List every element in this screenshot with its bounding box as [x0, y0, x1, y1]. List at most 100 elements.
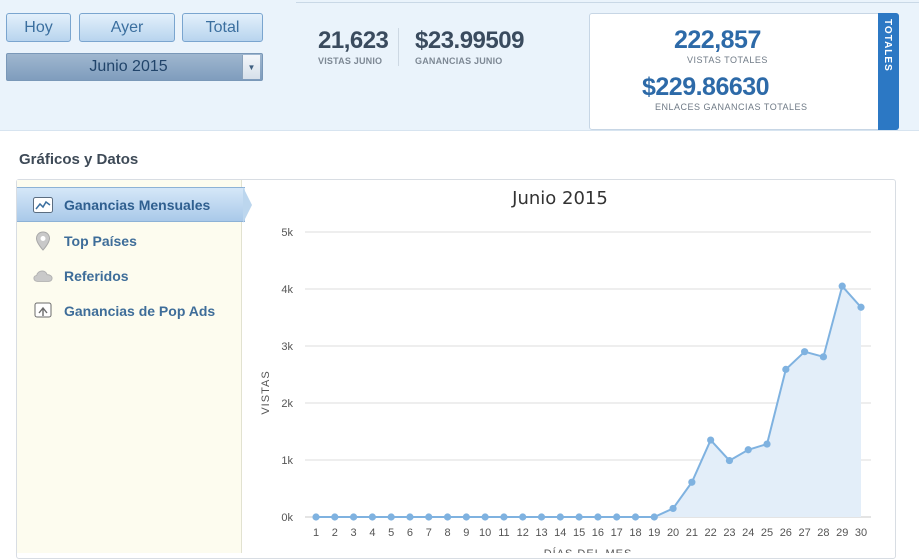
data-point — [688, 478, 696, 486]
total-earnings-value: $229.86630 — [642, 73, 770, 101]
y-tick-label: 2k — [281, 398, 293, 410]
x-tick-label: 26 — [780, 527, 792, 539]
x-tick-label: 8 — [444, 527, 450, 539]
nav-label: Top Países — [64, 232, 137, 249]
x-tick-label: 15 — [573, 527, 585, 539]
total-views-label: VISTAS TOTALES — [687, 55, 768, 65]
x-tick-label: 16 — [592, 527, 604, 539]
x-tick-label: 14 — [554, 527, 566, 539]
x-tick-label: 6 — [407, 527, 413, 539]
x-tick-label: 21 — [686, 527, 698, 539]
x-tick-label: 11 — [498, 527, 509, 539]
map-pin-icon — [33, 230, 53, 251]
data-point — [838, 282, 846, 290]
data-point — [707, 436, 715, 444]
yesterday-button[interactable]: Ayer — [79, 13, 175, 42]
charts-sidebar — [17, 180, 242, 553]
nav-referrals[interactable]: Referidos — [17, 258, 242, 293]
x-tick-label: 1 — [313, 527, 319, 539]
month-select[interactable]: Junio 2015 ▼ — [6, 53, 263, 81]
data-point — [387, 513, 395, 521]
total-button[interactable]: Total — [182, 13, 263, 42]
y-tick-label: 1k — [281, 455, 293, 467]
views-label: VISTAS JUNIO — [318, 56, 383, 66]
data-point — [744, 446, 752, 454]
divider — [296, 2, 919, 3]
today-button[interactable]: Hoy — [6, 13, 71, 42]
x-tick-label: 17 — [611, 527, 623, 539]
data-point — [631, 513, 640, 521]
month-select-toggle[interactable]: ▼ — [242, 55, 260, 79]
x-tick-label: 13 — [535, 527, 547, 539]
data-point — [462, 513, 470, 521]
x-tick-label: 7 — [426, 527, 432, 539]
y-tick-label: 4k — [281, 284, 293, 296]
x-tick-label: 22 — [705, 527, 717, 539]
nav-monthly-earnings[interactable]: Ganancias Mensuales — [17, 187, 245, 222]
series-area — [316, 286, 861, 517]
y-tick-label: 3k — [281, 341, 293, 353]
y-tick-label: 0k — [281, 512, 293, 524]
x-tick-label: 24 — [742, 527, 754, 539]
x-tick-label: 2 — [332, 527, 338, 539]
line-chart-icon — [33, 195, 53, 215]
chart-title: Junio 2015 — [511, 188, 608, 209]
upload-screen-icon — [33, 301, 53, 321]
section-title: Gráficos y Datos — [19, 151, 139, 168]
y-tick-label: 5k — [281, 227, 293, 239]
nav-top-countries[interactable]: Top Países — [17, 223, 242, 258]
earnings-value: $23.99509 — [415, 27, 524, 54]
nav-label: Ganancias de Pop Ads — [64, 302, 216, 319]
total-views-value: 222,857 — [674, 26, 761, 54]
x-tick-label: 18 — [629, 527, 641, 539]
nav-label: Referidos — [64, 267, 129, 284]
x-tick-label: 28 — [817, 527, 829, 539]
x-tick-label: 12 — [517, 527, 529, 539]
data-point — [481, 513, 489, 521]
totals-tab-label: TOTALES — [882, 19, 893, 72]
data-point — [312, 513, 320, 521]
stat-divider — [398, 28, 399, 66]
x-tick-label: 19 — [648, 527, 660, 539]
data-point — [556, 513, 564, 521]
data-point — [537, 513, 546, 521]
data-point — [443, 513, 452, 521]
x-tick-label: 29 — [836, 527, 848, 539]
data-point — [669, 504, 677, 513]
x-tick-label: 9 — [463, 527, 469, 539]
nav-active-pointer — [243, 187, 252, 223]
total-earnings-label: ENLACES GANANCIAS TOTALES — [655, 102, 808, 112]
chevron-down-icon: ▼ — [247, 62, 256, 72]
data-point — [782, 365, 790, 373]
data-point — [857, 303, 865, 311]
views-stat: 21,623 VISTAS JUNIO — [318, 27, 389, 66]
x-tick-label: 10 — [479, 527, 491, 539]
cloud-icon — [33, 266, 53, 286]
nav-label: Ganancias Mensuales — [64, 196, 211, 213]
data-point — [819, 353, 828, 361]
x-tick-label: 4 — [369, 527, 375, 539]
data-point — [594, 513, 602, 521]
views-value: 21,623 — [318, 27, 389, 54]
totals-tab[interactable]: TOTALES — [878, 13, 899, 130]
data-point — [613, 513, 621, 521]
data-point — [349, 513, 358, 521]
y-axis-label: VISTAS — [260, 370, 272, 414]
x-tick-label: 5 — [388, 527, 394, 539]
data-point — [425, 513, 433, 521]
totals-box — [589, 13, 899, 130]
data-point — [406, 513, 414, 521]
data-point — [725, 456, 734, 465]
earnings-label: GANANCIAS JUNIO — [415, 56, 503, 66]
x-tick-label: 30 — [855, 527, 867, 539]
x-tick-label: 23 — [723, 527, 735, 539]
data-point — [650, 513, 658, 521]
data-point — [575, 513, 583, 521]
data-point — [500, 513, 508, 521]
data-point — [763, 440, 771, 448]
x-tick-label: 3 — [351, 527, 357, 539]
x-tick-label: 25 — [761, 527, 773, 539]
month-select-value: Junio 2015 — [89, 58, 168, 75]
nav-pop-ads-earnings[interactable]: Ganancias de Pop Ads — [17, 293, 242, 328]
